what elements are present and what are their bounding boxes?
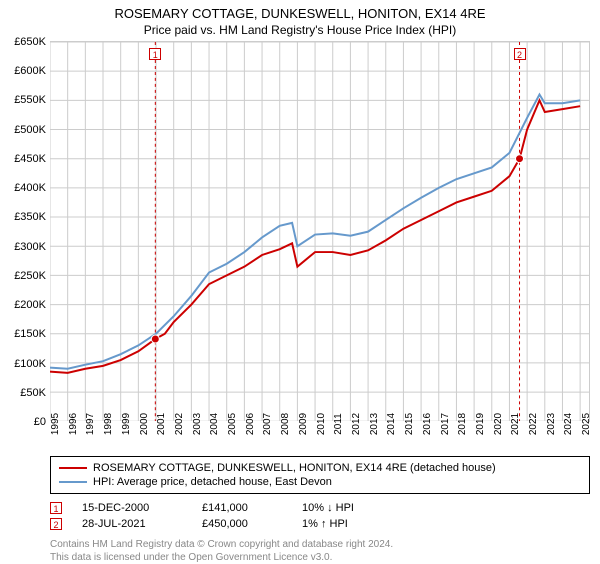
- event-date: 28-JUL-2021: [82, 518, 182, 530]
- event-price: £141,000: [202, 502, 282, 514]
- event-row: 2 28-JUL-2021 £450,000 1% ↑ HPI: [50, 516, 590, 532]
- x-tick-label: 2001: [156, 413, 167, 435]
- x-tick-label: 2008: [280, 413, 291, 435]
- footer-line: This data is licensed under the Open Gov…: [50, 551, 590, 564]
- x-tick-label: 2005: [227, 413, 238, 435]
- x-tick-label: 1996: [68, 413, 79, 435]
- y-tick-label: £300K: [14, 241, 46, 253]
- x-tick-label: 2023: [546, 413, 557, 435]
- x-tick-label: 2016: [422, 413, 433, 435]
- y-tick-label: £50K: [20, 387, 46, 399]
- y-tick-label: £150K: [14, 328, 46, 340]
- x-tick-label: 2000: [139, 413, 150, 435]
- x-tick-label: 2021: [510, 413, 521, 435]
- chart-plot: [50, 42, 589, 421]
- x-tick-label: 2013: [369, 413, 380, 435]
- event-row: 1 15-DEC-2000 £141,000 10% ↓ HPI: [50, 500, 590, 516]
- y-tick-label: £450K: [14, 153, 46, 165]
- y-tick-label: £650K: [14, 36, 46, 48]
- event-table: 1 15-DEC-2000 £141,000 10% ↓ HPI 2 28-JUL-202…: [50, 500, 590, 532]
- y-tick-label: £0: [34, 416, 46, 428]
- chart-marker-2: 2: [514, 48, 526, 60]
- chart-area: £0£50K£100K£150K£200K£250K£300K£350K£400…: [50, 41, 590, 422]
- x-tick-label: 1997: [85, 413, 96, 435]
- legend-item: ROSEMARY COTTAGE, DUNKESWELL, HONITON, E…: [59, 461, 581, 475]
- event-marker: 2: [50, 518, 62, 530]
- footer-line: Contains HM Land Registry data © Crown c…: [50, 538, 590, 551]
- x-tick-label: 2014: [386, 413, 397, 435]
- x-tick-label: 2022: [528, 413, 539, 435]
- event-delta: 10% ↓ HPI: [302, 502, 392, 514]
- x-tick-label: 2003: [192, 413, 203, 435]
- legend-label: ROSEMARY COTTAGE, DUNKESWELL, HONITON, E…: [93, 462, 496, 474]
- y-tick-label: £250K: [14, 270, 46, 282]
- x-tick-label: 2006: [245, 413, 256, 435]
- x-tick-label: 2010: [316, 413, 327, 435]
- x-tick-label: 2007: [262, 413, 273, 435]
- footer-attribution: Contains HM Land Registry data © Crown c…: [50, 538, 590, 564]
- legend-swatch: [59, 467, 87, 469]
- x-tick-label: 2004: [209, 413, 220, 435]
- x-tick-label: 2002: [174, 413, 185, 435]
- legend-swatch: [59, 481, 87, 483]
- x-tick-label: 1998: [103, 413, 114, 435]
- x-tick-label: 2015: [404, 413, 415, 435]
- event-delta: 1% ↑ HPI: [302, 518, 392, 530]
- x-tick-label: 2025: [581, 413, 592, 435]
- chart-marker-1: 1: [149, 48, 161, 60]
- x-tick-label: 2009: [298, 413, 309, 435]
- chart-title: ROSEMARY COTTAGE, DUNKESWELL, HONITON, E…: [0, 0, 600, 21]
- y-tick-label: £200K: [14, 299, 46, 311]
- event-date: 15-DEC-2000: [82, 502, 182, 514]
- x-tick-label: 2024: [563, 413, 574, 435]
- y-tick-label: £100K: [14, 358, 46, 370]
- legend-label: HPI: Average price, detached house, East…: [93, 476, 332, 488]
- x-tick-label: 2012: [351, 413, 362, 435]
- y-tick-label: £350K: [14, 211, 46, 223]
- y-tick-label: £400K: [14, 182, 46, 194]
- x-tick-label: 2020: [493, 413, 504, 435]
- x-tick-label: 2017: [440, 413, 451, 435]
- y-tick-label: £500K: [14, 124, 46, 136]
- legend-item: HPI: Average price, detached house, East…: [59, 475, 581, 489]
- x-tick-label: 1999: [121, 413, 132, 435]
- y-tick-label: £600K: [14, 65, 46, 77]
- chart-subtitle: Price paid vs. HM Land Registry's House …: [0, 21, 600, 41]
- x-axis-labels: 1995199619971998199920002001200220032004…: [50, 422, 590, 452]
- x-tick-label: 1995: [50, 413, 61, 435]
- y-tick-label: £550K: [14, 94, 46, 106]
- legend: ROSEMARY COTTAGE, DUNKESWELL, HONITON, E…: [50, 456, 590, 494]
- x-tick-label: 2019: [475, 413, 486, 435]
- x-tick-label: 2018: [457, 413, 468, 435]
- event-price: £450,000: [202, 518, 282, 530]
- event-marker: 1: [50, 502, 62, 514]
- x-tick-label: 2011: [333, 413, 344, 435]
